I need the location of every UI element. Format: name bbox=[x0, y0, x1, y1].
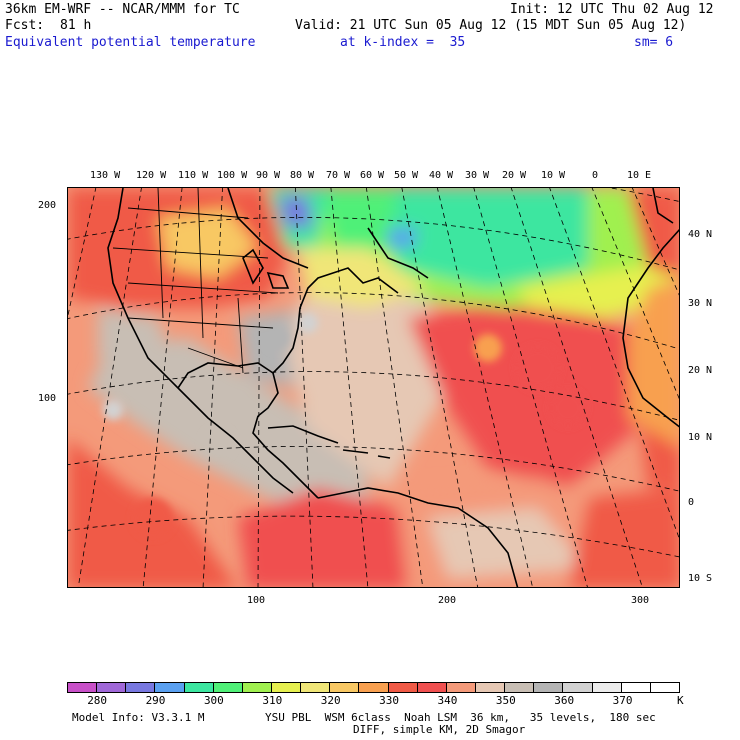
colorbar-segment bbox=[417, 683, 447, 692]
colorbar-segment bbox=[505, 683, 535, 692]
lon-label: 50 W bbox=[394, 170, 419, 181]
lon-label: 40 W bbox=[429, 170, 454, 181]
colorbar-segment bbox=[446, 683, 476, 692]
field-name: Equivalent potential temperature bbox=[5, 35, 256, 50]
grid-x-label: 300 bbox=[631, 595, 650, 606]
lon-label: 130 W bbox=[90, 170, 121, 181]
smoothing-info: sm= 6 bbox=[634, 35, 674, 50]
theta-e-detail bbox=[103, 313, 586, 538]
colorbar-segment bbox=[242, 683, 272, 692]
colorbar-segment bbox=[184, 683, 214, 692]
colorbar-segment bbox=[330, 683, 360, 692]
forecast-hour: 81 h bbox=[60, 18, 92, 33]
lon-label: 120 W bbox=[136, 170, 167, 181]
lat-label: 0 bbox=[688, 497, 695, 508]
colorbar-segment bbox=[621, 683, 651, 692]
grid-y-label: 200 bbox=[38, 200, 57, 211]
lon-label: 110 W bbox=[178, 170, 209, 181]
colorbar-segment bbox=[97, 683, 127, 692]
model-title: 36km EM-WRF -- NCAR/MMM for TC bbox=[5, 2, 240, 17]
colorbar-segment bbox=[155, 683, 185, 692]
lon-label: 0 bbox=[592, 170, 599, 181]
lat-label: 40 N bbox=[688, 229, 713, 240]
colorbar-segment bbox=[534, 683, 564, 692]
colorbar bbox=[67, 682, 680, 693]
colorbar-segment bbox=[359, 683, 389, 692]
model-physics: YSU PBL WSM 6class Noah LSM 36 km, 35 le… bbox=[265, 711, 656, 724]
coastlines bbox=[107, 188, 679, 587]
grid-x-label: 200 bbox=[438, 595, 457, 606]
colorbar-label: 330 bbox=[379, 694, 399, 707]
lon-label: 30 W bbox=[465, 170, 490, 181]
grid-x-label: 100 bbox=[247, 595, 266, 606]
colorbar-label: 320 bbox=[320, 694, 341, 707]
colorbar-label: 310 bbox=[262, 694, 283, 707]
colorbar-segment bbox=[475, 683, 506, 692]
map-canvas bbox=[68, 188, 679, 587]
colorbar-label: 350 bbox=[495, 694, 516, 707]
colorbar-label: 280 bbox=[87, 694, 108, 707]
colorbar-segment bbox=[213, 683, 243, 692]
model-info: Model Info: V3.3.1 M bbox=[72, 711, 205, 724]
lon-label: 10 E bbox=[627, 170, 652, 181]
lon-label: 80 W bbox=[290, 170, 315, 181]
colorbar-segment bbox=[388, 683, 418, 692]
colorbar-segment bbox=[592, 683, 622, 692]
lon-label: 100 W bbox=[217, 170, 248, 181]
grid-y-label: 100 bbox=[38, 393, 57, 404]
lat-label: 10 S bbox=[688, 573, 713, 584]
lon-label: 10 W bbox=[541, 170, 566, 181]
colorbar-segment bbox=[68, 683, 98, 692]
lon-label: 70 W bbox=[326, 170, 351, 181]
model-diffusion: DIFF, simple KM, 2D Smagor bbox=[353, 723, 526, 736]
colorbar-label: 370 bbox=[612, 694, 633, 707]
theta-e-map bbox=[67, 187, 680, 588]
forecast-label: Fcst: bbox=[5, 18, 45, 33]
lat-label: 30 N bbox=[688, 298, 713, 309]
boundaries bbox=[112, 188, 279, 374]
lon-label: 90 W bbox=[256, 170, 281, 181]
graticule bbox=[68, 188, 679, 587]
init-time: Init: 12 UTC Thu 02 Aug 12 bbox=[510, 2, 714, 17]
level-info: at k-index = 35 bbox=[340, 35, 466, 50]
lat-label: 20 N bbox=[688, 365, 713, 376]
colorbar-segment bbox=[126, 683, 156, 692]
lon-label: 20 W bbox=[502, 170, 527, 181]
lon-label: 60 W bbox=[360, 170, 385, 181]
colorbar-unit: K bbox=[677, 694, 684, 707]
lat-label: 10 N bbox=[688, 432, 713, 443]
colorbar-label: 290 bbox=[145, 694, 166, 707]
colorbar-label: 360 bbox=[554, 694, 575, 707]
valid-time: Valid: 21 UTC Sun 05 Aug 12 (15 MDT Sun … bbox=[295, 18, 687, 33]
colorbar-segment bbox=[563, 683, 593, 692]
colorbar-segment bbox=[271, 683, 302, 692]
colorbar-segment bbox=[650, 683, 679, 692]
colorbar-segment bbox=[301, 683, 331, 692]
colorbar-label: 340 bbox=[437, 694, 458, 707]
colorbar-label: 300 bbox=[203, 694, 224, 707]
